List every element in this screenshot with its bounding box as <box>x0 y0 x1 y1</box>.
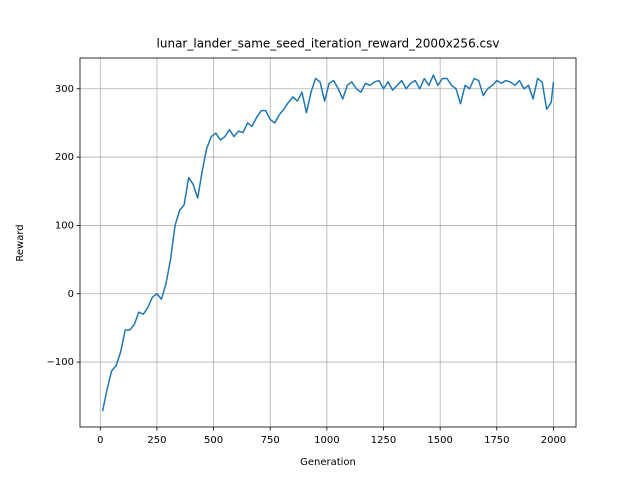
y-tick-label: 100 <box>55 220 74 231</box>
y-tick-label: −100 <box>47 357 74 368</box>
x-tick-label: 500 <box>204 435 223 446</box>
x-axis-label: Generation <box>300 457 356 468</box>
axes-frame <box>79 57 577 428</box>
x-tick-label: 250 <box>147 435 166 446</box>
data-line <box>101 74 555 412</box>
plot-layer <box>101 74 555 412</box>
y-tick-label: 0 <box>68 289 74 300</box>
x-tick-label: 2000 <box>541 435 566 446</box>
x-tick-label: 1250 <box>371 435 396 446</box>
y-axis-label: Reward <box>15 224 26 261</box>
chart-title: lunar_lander_same_seed_iteration_reward_… <box>157 37 500 51</box>
x-tick-label: 1500 <box>427 435 452 446</box>
x-tick-label: 1000 <box>314 435 339 446</box>
x-tick-label: 1750 <box>484 435 509 446</box>
x-tick-label: 0 <box>97 435 103 446</box>
y-tick-label: 200 <box>55 152 74 163</box>
x-tick-label: 750 <box>261 435 280 446</box>
y-tick-label: 300 <box>55 84 74 95</box>
